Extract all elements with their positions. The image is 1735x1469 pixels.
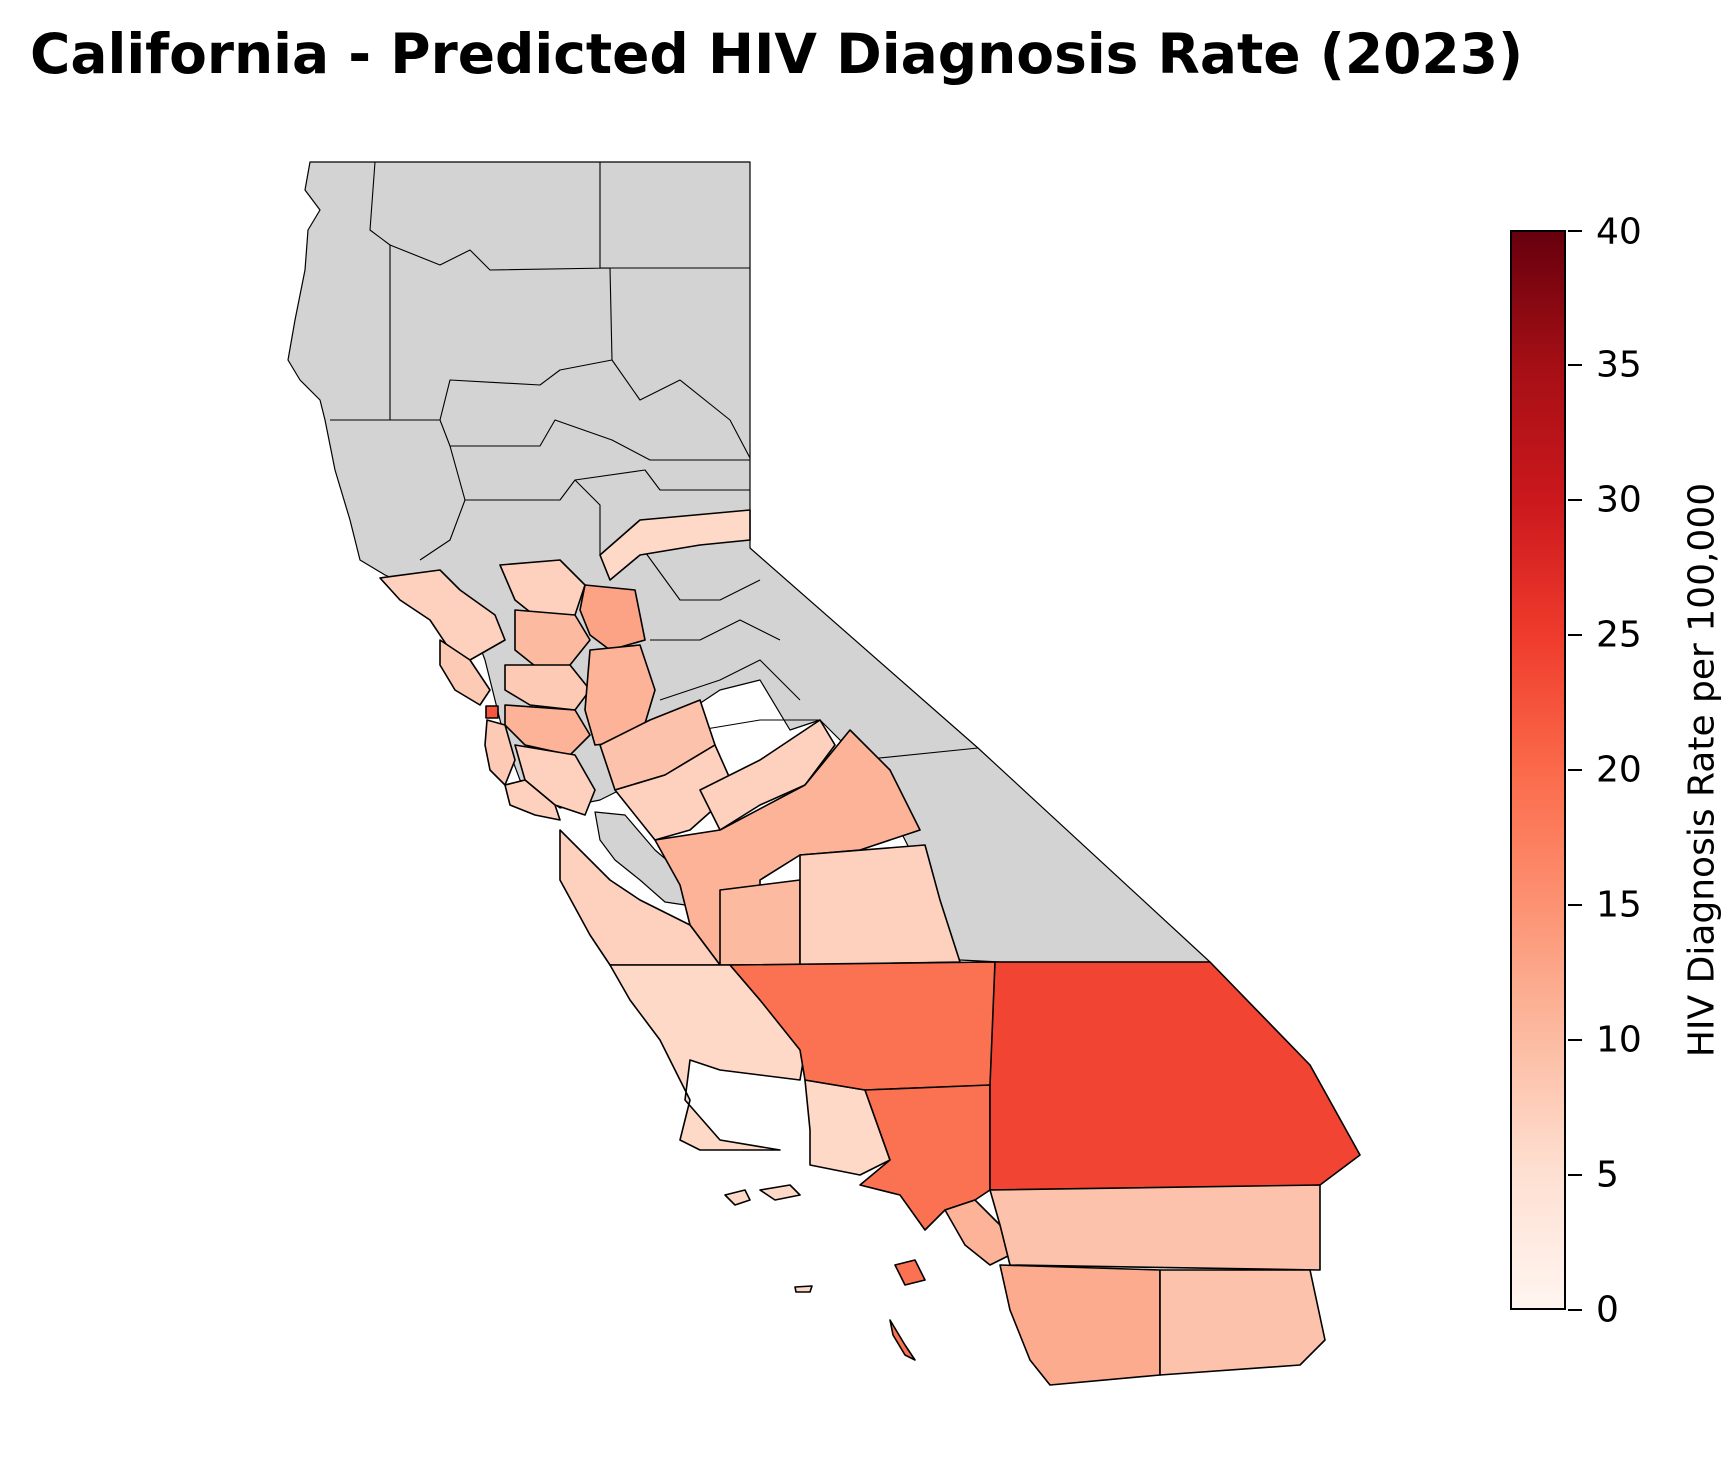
county-tulare [799,844,961,966]
colorbar-ticklabel-25: 25 [1596,614,1642,656]
island-santa-rosa [759,1184,801,1201]
colorbar-ticklabel-10: 10 [1596,1019,1642,1061]
colorbar-ticklabel-5: 5 [1596,1154,1619,1196]
island-san-clemente [889,1319,916,1361]
colorbar-ticklabel-40: 40 [1596,211,1642,253]
island-san-nicolas [794,1285,813,1293]
colorbar-tick-15 [1568,904,1582,906]
county-lines-north [330,161,979,761]
colorbar-gradient [1512,232,1564,1308]
county-san-bernardino [989,961,1361,1191]
map-title: California - Predicted HIV Diagnosis Rat… [30,22,1524,86]
county-san-francisco [485,705,499,719]
state-outline-monterey [594,811,691,906]
colorbar-ticklabel-20: 20 [1596,749,1642,791]
county-layer [379,509,1361,1386]
colorbar-ticklabel-30: 30 [1596,479,1642,521]
county-san-diego [999,1264,1161,1386]
county-imperial [1159,1269,1326,1376]
colorbar-tick-0 [1568,1309,1582,1311]
colorbar-tick-40 [1568,230,1582,232]
colorbar-tick-5 [1568,1174,1582,1176]
colorbar-tick-10 [1568,1039,1582,1041]
island-catalina [894,1259,926,1286]
island-santa-cruz [724,1189,751,1206]
colorbar-tick-25 [1568,634,1582,636]
colorbar-ticklabel-15: 15 [1596,884,1642,926]
county-santa-cruz [504,779,561,821]
colorbar-tick-20 [1568,769,1582,771]
county-marin [439,639,491,706]
county-sonoma [379,569,506,661]
colorbar-label: HIV Diagnosis Rate per 100,000 [1681,482,1723,1058]
colorbar-ticklabel-35: 35 [1596,344,1642,386]
colorbar-tick-30 [1568,499,1582,501]
colorbar-tick-35 [1568,364,1582,366]
county-riverside [989,1184,1321,1271]
colorbar [1510,230,1566,1310]
colorbar-ticklabel-0: 0 [1596,1289,1619,1331]
county-el-dorado [599,509,751,581]
county-kings [719,879,801,966]
